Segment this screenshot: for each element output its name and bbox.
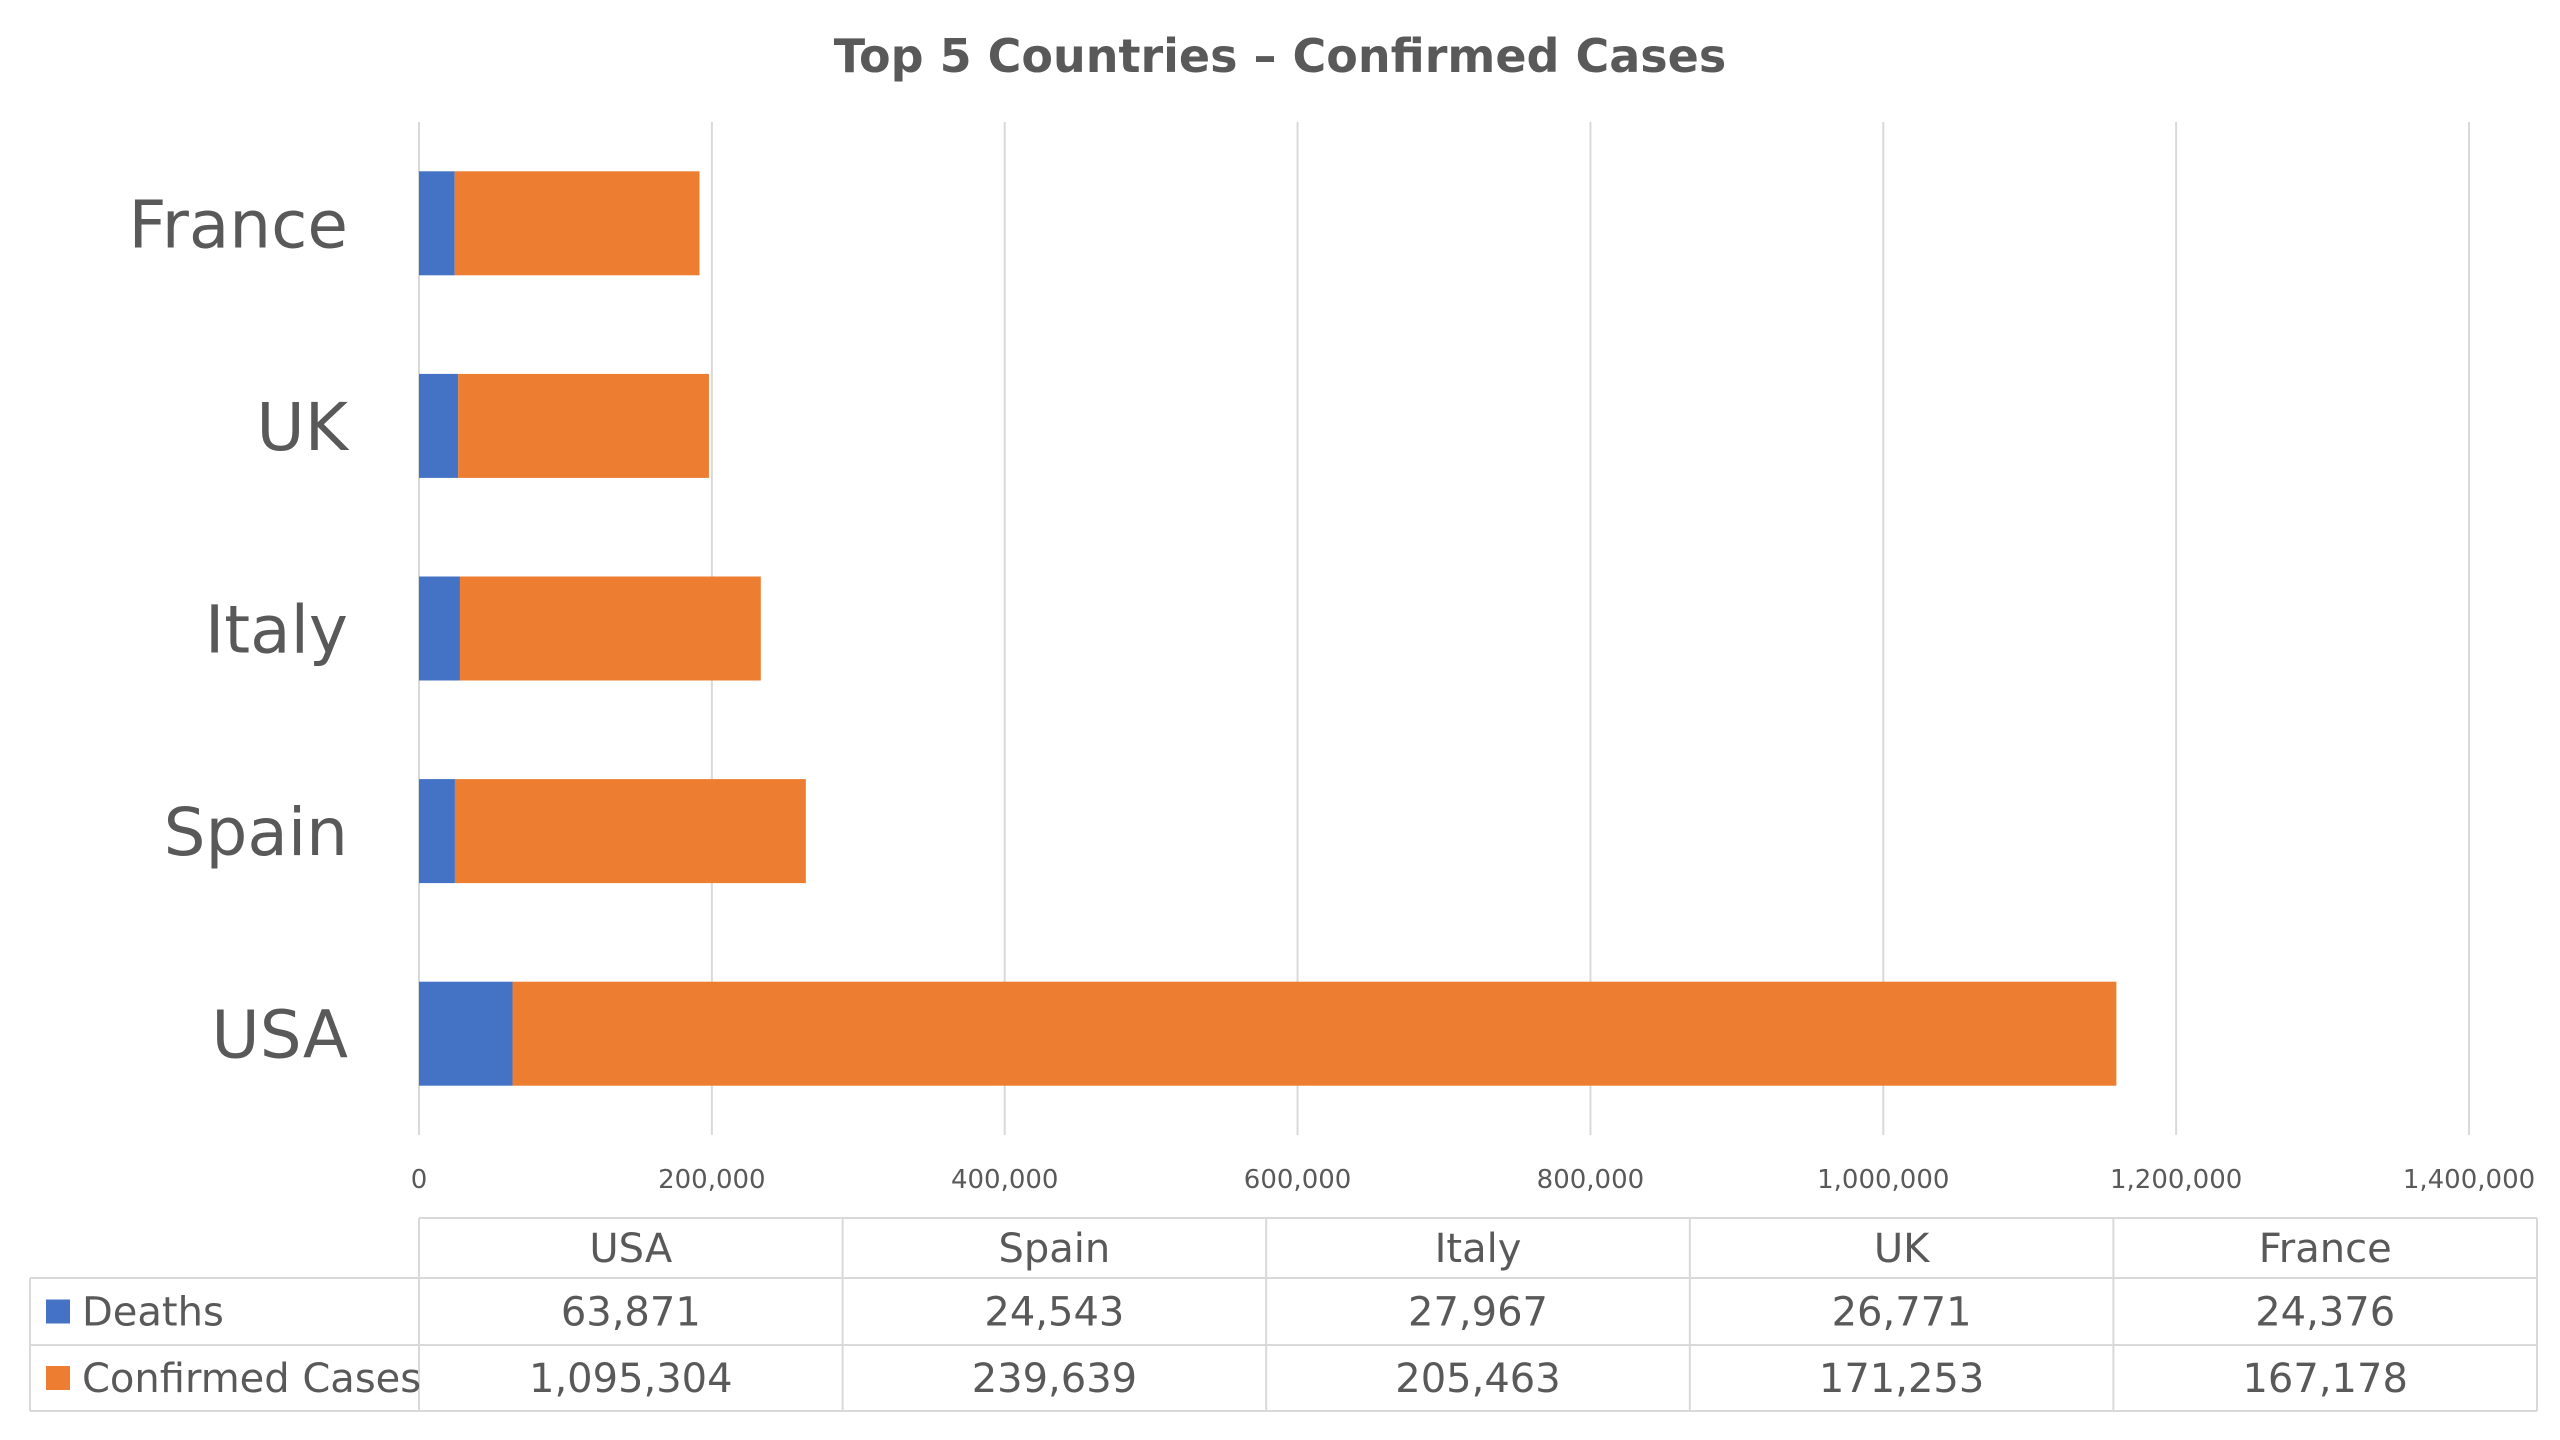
bar-confirmed-cases-france	[454, 171, 700, 276]
category-labels: USA Spain Italy UK France	[129, 186, 350, 1073]
x-tick-label: 1,400,000	[2403, 1165, 2535, 1195]
gridlines	[418, 122, 2470, 1135]
bar-confirmed-cases-usa	[512, 981, 2117, 1086]
x-tick-label: 1,000,000	[1817, 1165, 1949, 1195]
bar-confirmed-cases-spain	[454, 779, 806, 884]
table-value-cell: 26,771	[1832, 1290, 1972, 1336]
chart-title: Top 5 Countries – Confirmed Cases	[834, 29, 1726, 83]
table-value-cell: 171,253	[1819, 1356, 1984, 1402]
category-label: France	[129, 186, 348, 263]
table-value-cell: 205,463	[1395, 1356, 1560, 1402]
category-label: USA	[211, 997, 348, 1074]
category-label: Italy	[205, 592, 348, 669]
bar-deaths-uk	[419, 373, 459, 478]
table-value-cell: 167,178	[2242, 1356, 2407, 1402]
table-header-cell: France	[2259, 1226, 2392, 1272]
x-tick-labels: 0 200,000 400,000 600,000 800,000 1,000,000 1,…	[411, 1165, 2535, 1195]
table-header-cell: Spain	[999, 1226, 1111, 1272]
bar-deaths-italy	[419, 576, 460, 681]
bar-confirmed-cases-uk	[458, 373, 709, 478]
table-value-cell: 63,871	[561, 1290, 701, 1336]
bar-deaths-spain	[419, 779, 455, 884]
legend-label: Confirmed Cases	[82, 1356, 421, 1402]
x-tick-label: 600,000	[1244, 1165, 1352, 1195]
data-table: USA Spain Italy UK France Deaths 63,871 24,543 2…	[29, 1217, 2538, 1412]
legend-swatch	[46, 1299, 70, 1324]
legend-label: Deaths	[82, 1290, 224, 1336]
table-value-cell: 27,967	[1408, 1290, 1548, 1336]
category-label: Spain	[164, 794, 348, 871]
bar-deaths-usa	[419, 981, 513, 1086]
table-value-cell: 239,639	[972, 1356, 1137, 1402]
legend-swatch	[46, 1366, 70, 1390]
table-value-cell: 1,095,304	[529, 1356, 733, 1402]
bar-confirmed-cases-italy	[459, 576, 761, 681]
x-tick-label: 1,200,000	[2110, 1165, 2242, 1195]
table-header-cell: USA	[589, 1226, 672, 1272]
table-value-cell: 24,376	[2255, 1290, 2395, 1336]
bar-deaths-france	[419, 171, 455, 276]
x-tick-label: 400,000	[951, 1165, 1059, 1195]
table-header-cell: UK	[1874, 1226, 1931, 1272]
table-header-cell: Italy	[1435, 1226, 1522, 1272]
x-tick-label: 200,000	[658, 1165, 766, 1195]
category-label: UK	[256, 389, 349, 466]
x-tick-label: 800,000	[1537, 1165, 1645, 1195]
bars	[419, 171, 2117, 1086]
table-value-cell: 24,543	[984, 1290, 1124, 1336]
x-tick-label: 0	[411, 1165, 428, 1195]
